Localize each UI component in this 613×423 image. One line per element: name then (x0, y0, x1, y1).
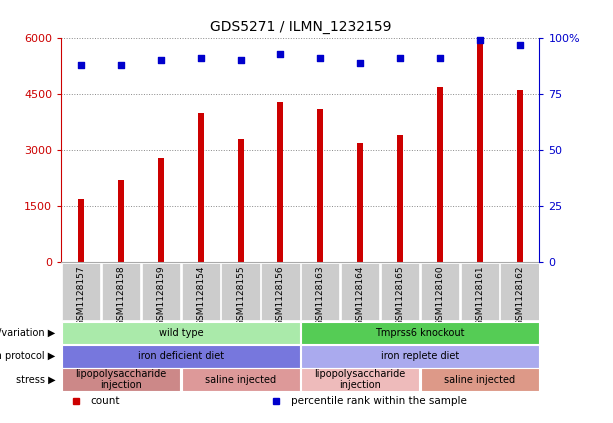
FancyBboxPatch shape (341, 264, 379, 320)
Text: GSM1128162: GSM1128162 (515, 265, 524, 326)
Bar (477, 42, 482, 262)
Text: GSM1128159: GSM1128159 (156, 265, 166, 326)
FancyBboxPatch shape (62, 345, 300, 368)
FancyBboxPatch shape (500, 264, 539, 320)
Text: GSM1128163: GSM1128163 (316, 265, 325, 326)
Bar (397, 135, 403, 262)
Point (355, 59, 365, 66)
Text: lipopolysaccharide
injection: lipopolysaccharide injection (314, 369, 406, 390)
Text: GSM1128157: GSM1128157 (77, 265, 86, 326)
Point (395, 55, 405, 62)
Point (235, 57, 245, 64)
Bar (78, 199, 84, 262)
Bar (198, 113, 204, 262)
Point (435, 55, 445, 62)
FancyBboxPatch shape (62, 322, 300, 344)
FancyBboxPatch shape (301, 345, 539, 368)
Text: count: count (90, 396, 120, 406)
Point (76, 62, 86, 69)
FancyBboxPatch shape (301, 368, 419, 391)
Point (196, 55, 206, 62)
Text: growth protocol ▶: growth protocol ▶ (0, 352, 55, 361)
FancyBboxPatch shape (221, 264, 260, 320)
Bar (437, 87, 443, 262)
Title: GDS5271 / ILMN_1232159: GDS5271 / ILMN_1232159 (210, 20, 391, 34)
Text: saline injected: saline injected (205, 375, 276, 385)
Bar (278, 102, 283, 262)
Text: GSM1128160: GSM1128160 (435, 265, 444, 326)
FancyBboxPatch shape (261, 264, 300, 320)
Text: genotype/variation ▶: genotype/variation ▶ (0, 328, 55, 338)
FancyBboxPatch shape (421, 264, 459, 320)
Point (116, 62, 126, 69)
Text: GSM1128165: GSM1128165 (395, 265, 405, 326)
FancyBboxPatch shape (181, 368, 300, 391)
Text: wild type: wild type (159, 328, 203, 338)
Text: saline injected: saline injected (444, 375, 516, 385)
Text: Tmprss6 knockout: Tmprss6 knockout (375, 328, 465, 338)
FancyBboxPatch shape (62, 368, 180, 391)
Text: lipopolysaccharide
injection: lipopolysaccharide injection (75, 369, 167, 390)
FancyBboxPatch shape (142, 264, 180, 320)
FancyBboxPatch shape (460, 264, 499, 320)
Bar (118, 180, 124, 262)
Bar (158, 158, 164, 262)
Text: GSM1128164: GSM1128164 (356, 265, 365, 326)
Text: GSM1128156: GSM1128156 (276, 265, 285, 326)
Point (156, 57, 166, 64)
Point (276, 50, 286, 57)
Text: GSM1128158: GSM1128158 (116, 265, 126, 326)
Point (316, 55, 326, 62)
FancyBboxPatch shape (381, 264, 419, 320)
Text: GSM1128154: GSM1128154 (196, 265, 205, 326)
FancyBboxPatch shape (421, 368, 539, 391)
Text: percentile rank within the sample: percentile rank within the sample (291, 396, 466, 406)
Point (514, 41, 524, 48)
FancyBboxPatch shape (102, 264, 140, 320)
Text: stress ▶: stress ▶ (15, 375, 55, 385)
Bar (357, 143, 363, 262)
FancyBboxPatch shape (62, 264, 101, 320)
FancyBboxPatch shape (301, 322, 539, 344)
Text: GSM1128161: GSM1128161 (475, 265, 484, 326)
Text: GSM1128155: GSM1128155 (236, 265, 245, 326)
Text: iron deficient diet: iron deficient diet (138, 352, 224, 361)
FancyBboxPatch shape (181, 264, 220, 320)
Point (475, 37, 485, 44)
Text: iron replete diet: iron replete diet (381, 352, 459, 361)
Bar (238, 139, 243, 262)
Bar (517, 91, 522, 262)
FancyBboxPatch shape (301, 264, 340, 320)
Bar (318, 109, 323, 262)
